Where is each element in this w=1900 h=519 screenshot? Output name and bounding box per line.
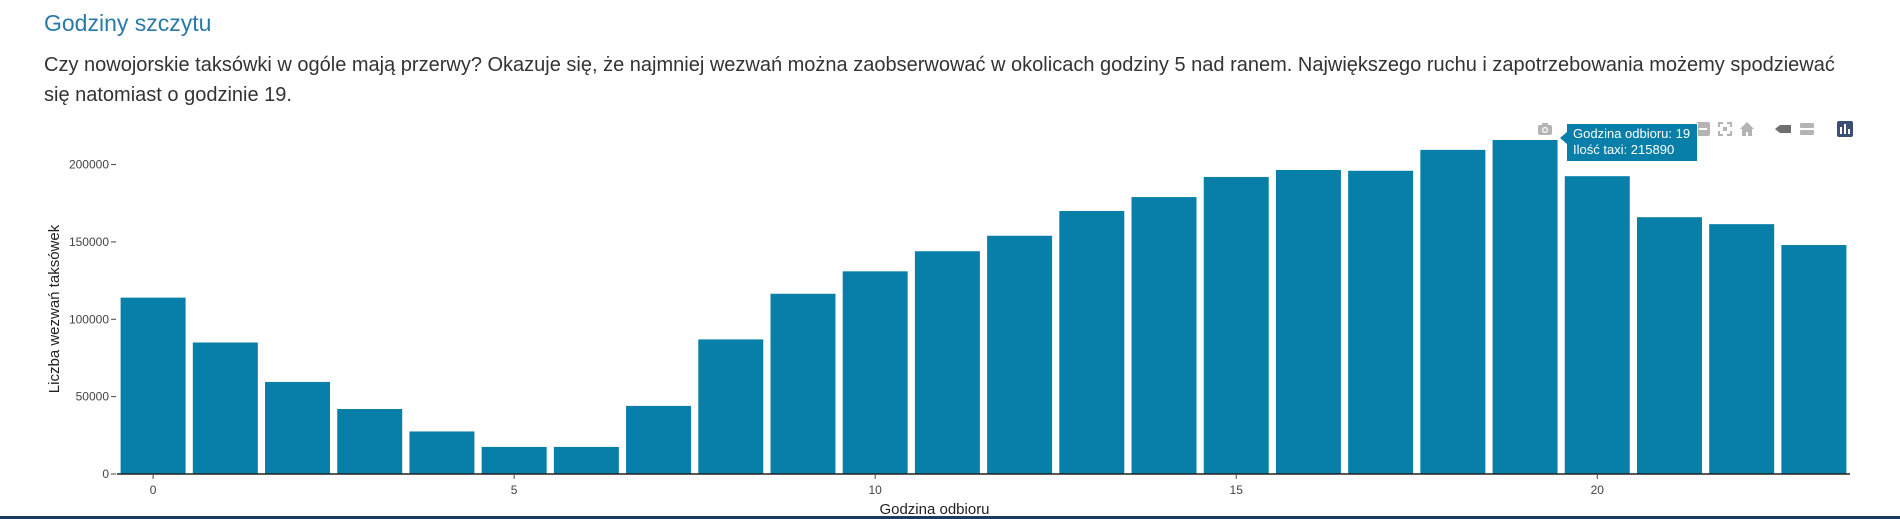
section-title: Godziny szczytu (44, 10, 212, 36)
x-axis-title: Godzina odbioru (879, 501, 989, 518)
tooltip-arrow (1560, 132, 1567, 144)
autoscale-icon[interactable] (1716, 120, 1734, 138)
section-intro: Czy nowojorskie taksówki w ogóle mają pr… (44, 54, 1835, 106)
bar-hour-17 (1348, 170, 1414, 475)
bar-hour-0 (120, 297, 186, 474)
bar-hour-20 (1564, 176, 1630, 475)
x-tick-label: 0 (150, 483, 157, 497)
bar-hour-10 (842, 271, 908, 474)
x-tick-label: 15 (1230, 483, 1244, 497)
bar-hour-14 (1131, 197, 1197, 474)
bar-hour-18 (1420, 149, 1486, 474)
zoom-out-icon[interactable] (1694, 120, 1712, 138)
y-tick-label: 50000 (76, 390, 110, 404)
bar-hour-23 (1781, 245, 1847, 474)
bar-hour-21 (1636, 217, 1702, 475)
bar-hour-3 (337, 409, 403, 474)
camera-icon[interactable] (1536, 120, 1554, 138)
y-tick-label: 200000 (69, 158, 109, 172)
bar-hour-7 (626, 405, 692, 474)
home-icon[interactable] (1738, 120, 1756, 138)
bar-hour-1 (192, 342, 258, 474)
bar-hour-19 (1492, 140, 1558, 474)
x-tick-label: 20 (1591, 483, 1605, 497)
bar-hour-13 (1059, 210, 1125, 474)
bar-hour-16 (1275, 169, 1341, 474)
y-tick-label: 0 (102, 467, 109, 481)
bar-hour-2 (265, 381, 331, 474)
y-axis-title: Liczba wezwań taksówek (46, 224, 63, 393)
bar-hour-15 (1203, 176, 1269, 474)
bar-hour-8 (698, 339, 764, 474)
x-tick-label: 10 (869, 483, 883, 497)
compare-hover-icon[interactable] (1798, 120, 1816, 138)
bar-hour-22 (1709, 224, 1775, 474)
y-tick-label: 150000 (69, 235, 109, 249)
hover-tooltip: Godzina odbioru: 19 Ilość taxi: 215890 (1560, 123, 1699, 162)
bar-hour-12 (987, 235, 1053, 474)
y-tick-label: 100000 (69, 312, 109, 326)
spike-lines-icon[interactable] (1774, 120, 1792, 138)
bar-hour-11 (914, 251, 980, 474)
bottom-rule (0, 516, 1900, 519)
bar-hour-6 (553, 446, 619, 474)
plotly-logo-icon[interactable] (1836, 120, 1854, 138)
x-tick-label: 5 (511, 483, 518, 497)
bar-hour-4 (409, 431, 475, 474)
bar-hour-9 (770, 293, 836, 474)
tooltip-line-count: Ilość taxi: 215890 (1573, 142, 1675, 157)
tooltip-line-hour: Godzina odbioru: 19 (1573, 126, 1691, 141)
bar-hour-5 (481, 446, 547, 474)
